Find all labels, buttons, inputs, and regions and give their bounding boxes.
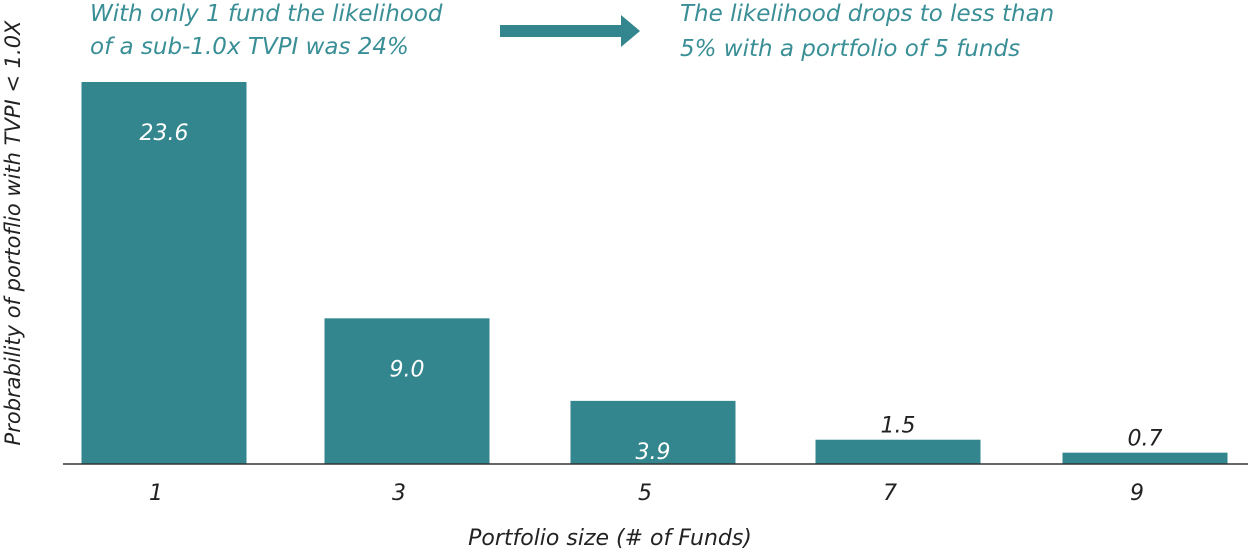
x-axis-title: Portfolio size (# of Funds) [468,526,752,551]
x-tick-label-5: 5 [638,481,652,506]
x-tick-label-1: 1 [149,481,163,506]
bars-group: 23.6 9.0 3.9 1.5 0.7 [81,82,1228,465]
right-arrow-icon [500,15,640,47]
x-tick-label-7: 7 [883,481,897,506]
x-tick-label-3: 3 [392,481,406,506]
x-ticks-group: 1 3 5 7 9 [149,481,1144,506]
annotation-right-line2: 5% with a portfolio of 5 funds [680,36,1020,62]
x-tick-label-9: 9 [1130,481,1144,506]
annotation-left-line1: With only 1 fund the likelihood [90,1,443,27]
annotation-left-line2: of a sub-1.0x TVPI was 24% [90,34,409,60]
bar-9 [1062,452,1228,464]
bar-5 [570,400,736,464]
annotation-right-line1: The likelihood drops to less than [680,1,1054,27]
value-label-7: 1.5 [881,414,916,439]
bar-7 [815,439,981,464]
value-label-1: 23.6 [140,121,189,146]
value-label-5: 3.9 [636,440,671,465]
value-label-3: 9.0 [390,357,425,382]
value-label-9: 0.7 [1128,427,1163,452]
y-axis-label: Probrability of portoflio with TVPI < 1.… [1,20,25,446]
bar-3 [324,318,490,464]
bar-1 [81,82,247,464]
